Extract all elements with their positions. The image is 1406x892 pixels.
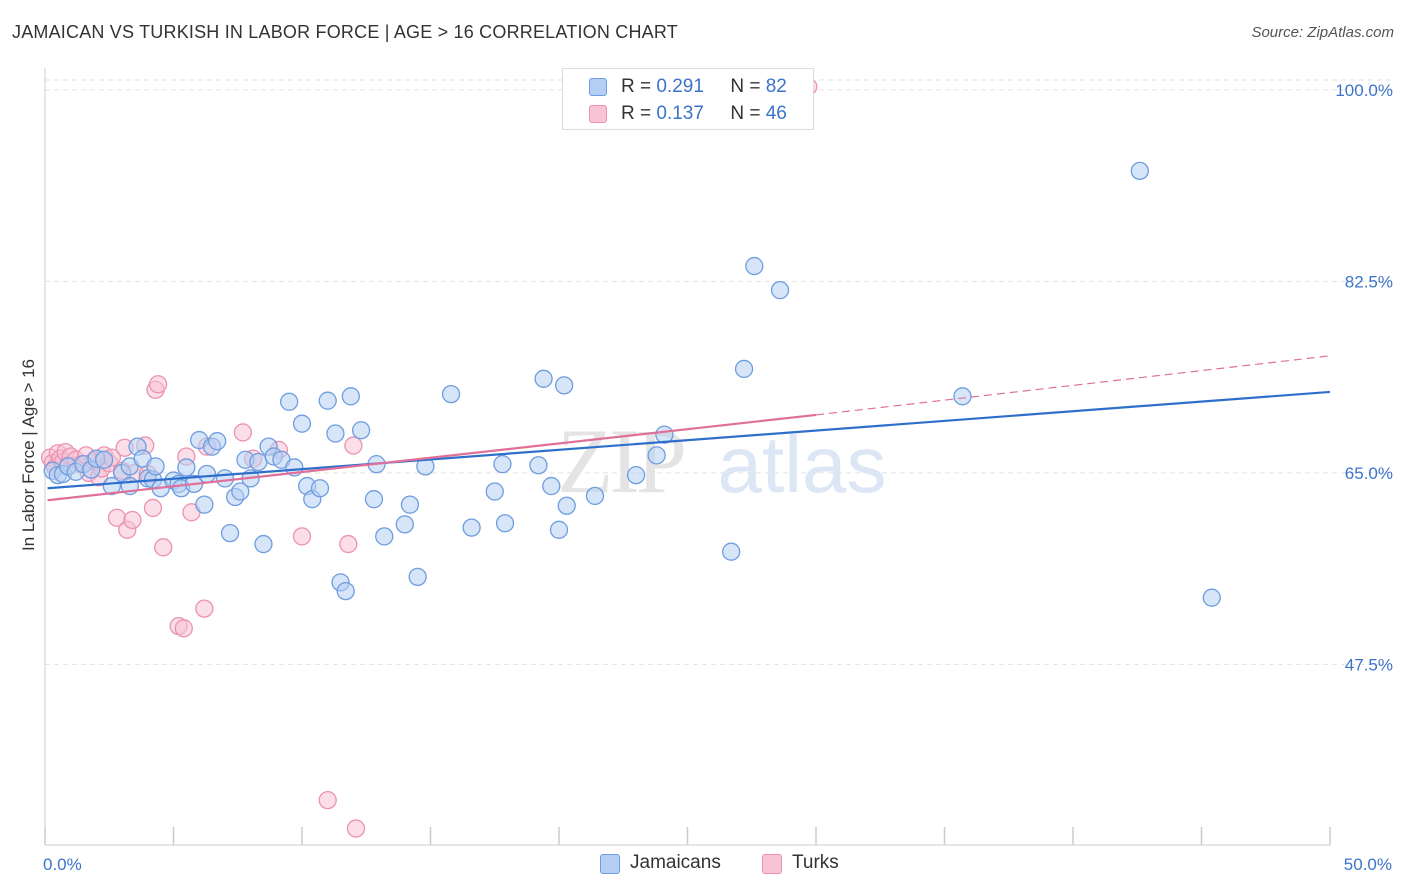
- jamaican-point: [220, 523, 240, 543]
- gridlines: [45, 79, 1392, 665]
- jamaican-point: [745, 256, 764, 276]
- jamaican-point: [341, 387, 360, 406]
- jamaican-point: [647, 446, 666, 465]
- turk-point: [174, 619, 193, 638]
- legend-swatch-jamaicans: [589, 78, 607, 96]
- jamaican-point: [557, 496, 576, 515]
- x-tick-labels: 0.0% 50.0%: [43, 855, 1392, 874]
- y-tick-label: 100.0%: [1335, 81, 1393, 100]
- jamaican-point: [441, 384, 461, 404]
- turk-point: [318, 790, 337, 810]
- jamaican-point: [326, 424, 345, 443]
- jamaican-point: [177, 458, 196, 477]
- jamaican-point: [554, 376, 574, 395]
- jamaican-point: [485, 482, 504, 501]
- legend-n-turks: 46: [765, 103, 787, 124]
- jamaican-point: [1202, 588, 1221, 607]
- bottom-legend-swatch-jamaicans: [600, 854, 620, 874]
- turk-point: [154, 538, 173, 557]
- legend-n-jamaicans: 82: [765, 76, 787, 97]
- legend-r-label: R =: [621, 76, 652, 97]
- y-tick-label: 47.5%: [1345, 655, 1393, 674]
- jamaican-point: [336, 581, 355, 601]
- jamaican-point: [493, 455, 512, 474]
- y-tick-labels: 100.0% 82.5% 65.0% 47.5%: [1335, 81, 1393, 675]
- bottom-legend-swatch-turks: [762, 854, 782, 874]
- jamaican-point: [722, 542, 741, 561]
- legend-n-label: N =: [730, 76, 761, 97]
- jamaican-point: [495, 514, 515, 533]
- legend-swatch-turks: [589, 105, 607, 123]
- jamaican-point: [195, 495, 214, 514]
- chart-title: JAMAICAN VS TURKISH IN LABOR FORCE | AGE…: [12, 22, 678, 42]
- legend-r-label: R =: [621, 103, 652, 124]
- jamaican-point: [102, 476, 121, 496]
- jamaican-point: [292, 414, 312, 433]
- turk-point: [148, 375, 168, 394]
- jamaican-point: [549, 520, 569, 539]
- turk-point: [123, 510, 142, 530]
- jamaicans-trend-line: [47, 390, 1331, 490]
- jamaican-point: [94, 450, 114, 469]
- y-tick-label: 65.0%: [1345, 464, 1393, 483]
- legend-n-label: N =: [730, 103, 761, 124]
- jamaican-point: [146, 457, 165, 476]
- jamaican-point: [208, 432, 227, 451]
- jamaican-point: [318, 391, 337, 410]
- turk-point: [233, 423, 253, 442]
- watermark-zip: ZIP: [557, 410, 684, 512]
- jamaican-point: [364, 490, 384, 509]
- jamaican-point: [626, 465, 646, 485]
- y-tick-label: 82.5%: [1345, 272, 1393, 291]
- turks-trend-line: [47, 413, 817, 502]
- jamaican-point: [351, 421, 371, 440]
- jamaican-point: [375, 527, 394, 546]
- turk-point: [346, 819, 366, 838]
- x-tick-label: 50.0%: [1344, 855, 1392, 874]
- turk-point: [339, 534, 358, 554]
- turk-point: [143, 498, 163, 518]
- jamaican-point: [462, 518, 481, 537]
- turk-point: [195, 599, 214, 618]
- correlation-legend: R = 0.291 N = 82 R = 0.137 N = 46: [562, 68, 814, 130]
- jamaican-point: [249, 452, 268, 472]
- jamaican-point: [953, 387, 972, 406]
- legend-r-jamaicans: 0.291: [656, 76, 704, 97]
- jamaican-point: [197, 464, 217, 484]
- bottom-legend-label-jamaicans: Jamaicans: [630, 852, 721, 873]
- jamaican-point: [395, 515, 414, 534]
- jamaican-point: [279, 392, 299, 411]
- jamaican-point: [215, 469, 235, 488]
- jamaican-point: [585, 486, 605, 506]
- jamaican-point: [1130, 161, 1149, 181]
- jamaican-point: [529, 456, 548, 475]
- jamaican-point: [542, 476, 561, 496]
- x-tick-label: 0.0%: [43, 855, 82, 874]
- source-label: Source: ZipAtlas.com: [1251, 24, 1394, 41]
- jamaican-point: [231, 482, 250, 501]
- y-axis-label: In Labor Force | Age > 16: [19, 359, 38, 551]
- jamaican-point: [254, 534, 273, 554]
- bottom-legend-label-turks: Turks: [792, 852, 839, 873]
- jamaican-point: [534, 369, 553, 388]
- trend-lines: [47, 355, 1331, 502]
- legend-r-turks: 0.137: [656, 103, 704, 124]
- turk-point: [292, 527, 312, 546]
- jamaican-point: [408, 567, 427, 587]
- jamaican-point: [400, 495, 420, 514]
- jamaican-point: [734, 359, 754, 379]
- jamaican-point: [310, 479, 330, 498]
- turks-trend-extension: [815, 355, 1331, 416]
- jamaican-point: [770, 281, 790, 300]
- turk-point: [344, 436, 363, 455]
- watermark-atlas: atlas: [718, 420, 887, 509]
- jamaicans-points: [43, 161, 1221, 607]
